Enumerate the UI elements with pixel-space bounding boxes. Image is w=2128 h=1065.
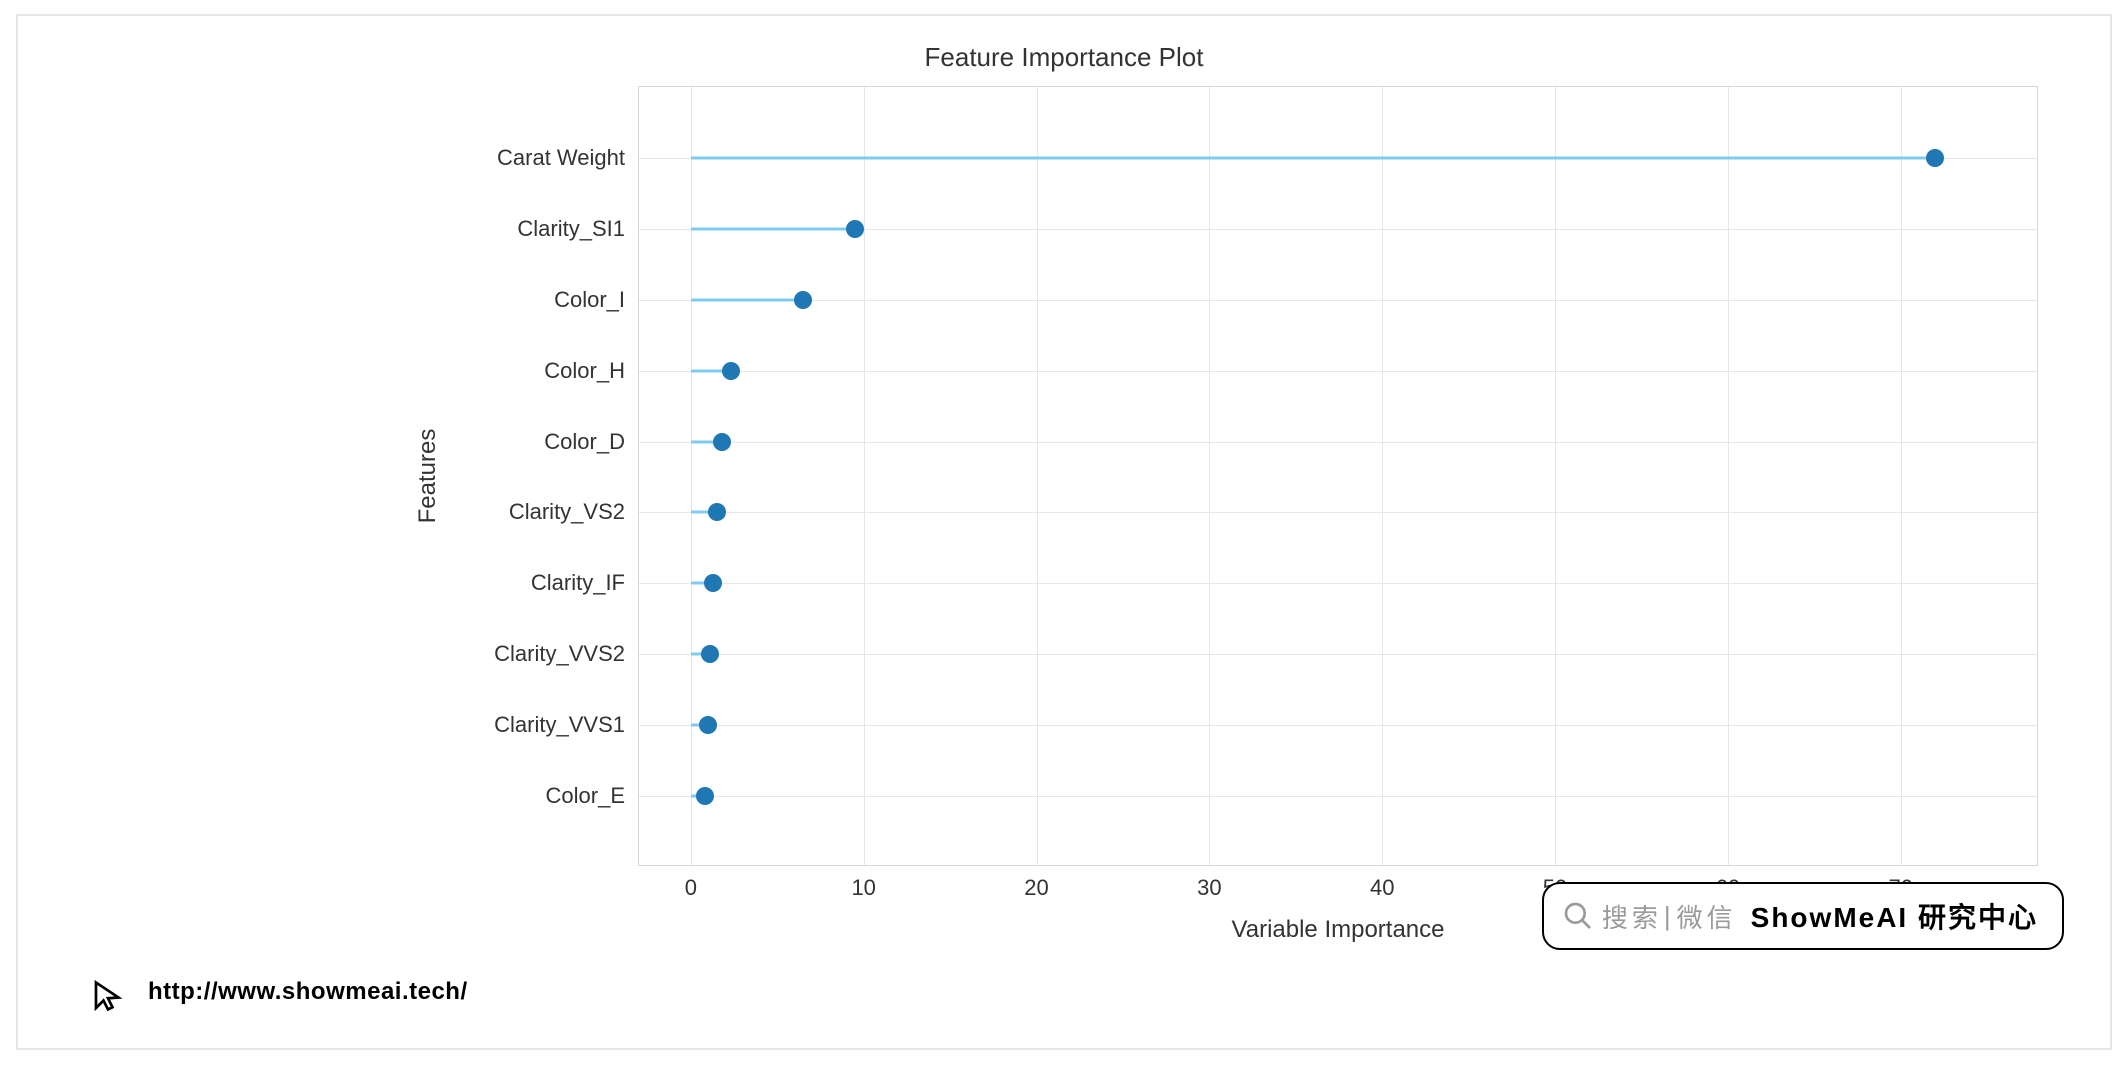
grid-vertical [864,87,865,865]
grid-horizontal [639,796,2037,797]
grid-vertical [1728,87,1729,865]
x-tick-label: 30 [1197,865,1221,901]
y-tick-label: Color_I [554,287,639,313]
outer-frame: Feature Importance Plot 010203040506070C… [16,14,2112,1050]
x-tick-label: 20 [1024,865,1048,901]
watermark-sousuo: 搜索 [1602,898,1662,935]
y-tick-label: Color_E [546,783,639,809]
lollipop-stem [691,298,803,301]
lollipop-marker [722,362,740,380]
grid-horizontal [639,371,2037,372]
y-tick-label: Clarity_IF [531,570,639,596]
footer-url: http://www.showmeai.tech/ [148,978,468,1006]
grid-horizontal [639,583,2037,584]
y-tick-label: Clarity_SI1 [517,216,639,242]
grid-vertical [1555,87,1556,865]
y-tick-label: Color_H [544,358,639,384]
grid-vertical [1382,87,1383,865]
y-tick-label: Color_D [544,429,639,455]
grid-vertical [1037,87,1038,865]
grid-horizontal [639,300,2037,301]
lollipop-stem [691,156,1935,159]
y-tick-label: Clarity_VVS1 [494,712,639,738]
lollipop-marker [794,291,812,309]
y-tick-label: Clarity_VVS2 [494,641,639,667]
x-tick-label: 10 [851,865,875,901]
grid-vertical [691,87,692,865]
plot-area: 010203040506070Carat WeightClarity_SI1Co… [638,86,2038,866]
lollipop-marker [704,574,722,592]
lollipop-marker [699,716,717,734]
y-axis-title: Features [414,429,442,524]
lollipop-marker [708,503,726,521]
x-tick-label: 40 [1370,865,1394,901]
lollipop-marker [713,433,731,451]
x-tick-label: 0 [685,865,697,901]
lollipop-marker [696,787,714,805]
cursor-icon [90,978,126,1014]
lollipop-stem [691,227,855,230]
lollipop-marker [1926,149,1944,167]
grid-horizontal [639,442,2037,443]
y-tick-label: Carat Weight [497,145,639,171]
grid-horizontal [639,725,2037,726]
grid-horizontal [639,654,2037,655]
watermark-brand: ShowMeAI 研究中心 [1751,896,2038,936]
search-icon [1562,900,1594,932]
lollipop-marker [701,645,719,663]
watermark-divider: | [1664,901,1671,932]
chart-title: Feature Importance Plot [18,42,2110,73]
grid-horizontal [639,512,2037,513]
lollipop-marker [846,220,864,238]
watermark-weixin: 微信 [1677,898,1737,935]
watermark-badge: 搜索 | 微信 ShowMeAI 研究中心 [1542,882,2064,950]
grid-vertical [1901,87,1902,865]
grid-vertical [1209,87,1210,865]
y-tick-label: Clarity_VS2 [509,499,639,525]
